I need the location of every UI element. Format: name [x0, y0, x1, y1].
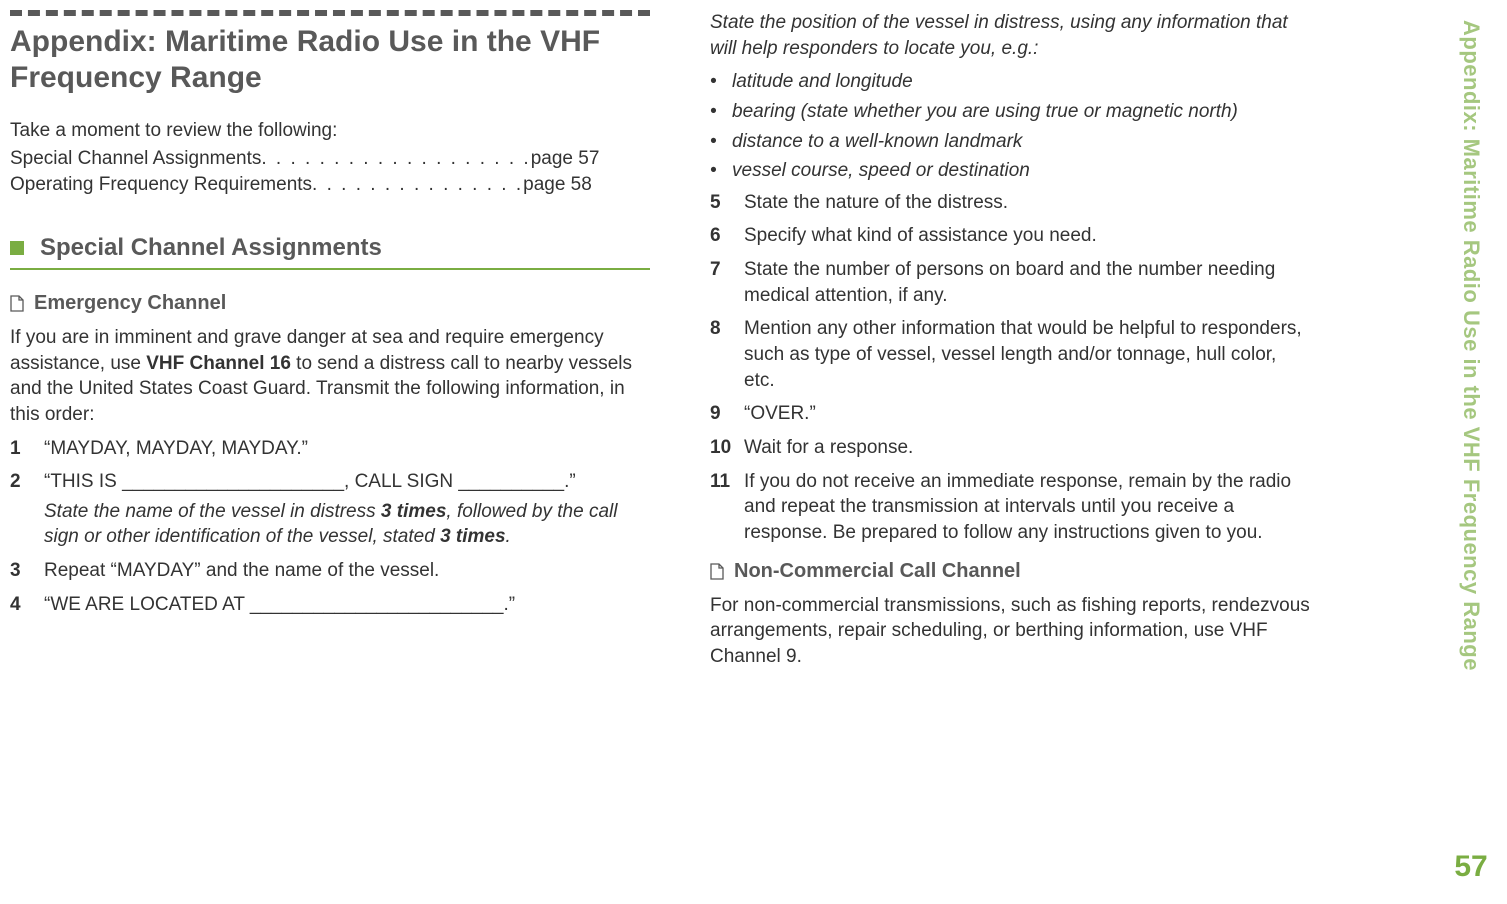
step-num-8: 8: [710, 316, 744, 393]
emergency-intro: If you are in imminent and grave danger …: [10, 325, 650, 428]
appendix-title: Appendix: Maritime Radio Use in the VHF …: [10, 24, 650, 96]
list-item: 3 Repeat “MAYDAY” and the name of the ve…: [10, 558, 650, 584]
step-4-note: State the position of the vessel in dist…: [710, 10, 1310, 61]
step-10: Wait for a response.: [744, 435, 1310, 461]
list-item: 5 State the nature of the distress.: [710, 190, 1310, 216]
document-icon: [710, 563, 724, 580]
step-5: State the nature of the distress.: [744, 190, 1310, 216]
step-2-note: State the name of the vessel in distress…: [44, 499, 650, 550]
toc-page-1: page 57: [531, 148, 600, 170]
step-4: “WE ARE LOCATED AT _____________________…: [44, 592, 650, 618]
toc-dots-1: . . . . . . . . . . . . . . . . . . .: [261, 148, 530, 170]
toc-page-2: page 58: [523, 174, 592, 196]
toc-dots-2: . . . . . . . . . . . . . . .: [312, 174, 523, 196]
bullet-3: distance to a well-known landmark: [732, 129, 1022, 155]
list-item: 8 Mention any other information that wou…: [710, 316, 1310, 393]
step-2a: “THIS IS _____________________, CALL SIG…: [44, 469, 650, 495]
section-title-1: Special Channel Assignments: [40, 234, 382, 262]
list-item: 10 Wait for a response.: [710, 435, 1310, 461]
list-item: 9 “OVER.”: [710, 401, 1310, 427]
left-column: Appendix: Maritime Radio Use in the VHF …: [10, 10, 650, 677]
noncommercial-title: Non-Commercial Call Channel: [734, 560, 1021, 583]
emergency-intro-bold: VHF Channel 16: [146, 353, 291, 374]
emergency-steps-left: 1 “MAYDAY, MAYDAY, MAYDAY.” 2 “THIS IS _…: [10, 436, 650, 618]
step-num-11: 11: [710, 469, 744, 546]
page-number: 57: [1454, 850, 1487, 884]
list-item: 6 Specify what kind of assistance you ne…: [710, 223, 1310, 249]
bullet-4: vessel course, speed or destination: [732, 158, 1030, 184]
step-1: “MAYDAY, MAYDAY, MAYDAY.”: [44, 436, 650, 462]
bullet-item: • distance to a well-known landmark: [710, 129, 1310, 155]
right-column: State the position of the vessel in dist…: [710, 10, 1350, 677]
list-item: 7 State the number of persons on board a…: [710, 257, 1310, 308]
toc-label-1: Special Channel Assignments: [10, 148, 261, 170]
step-9: “OVER.”: [744, 401, 1310, 427]
toc-line-1: Special Channel Assignments . . . . . . …: [10, 148, 650, 170]
bullet-item: • bearing (state whether you are using t…: [710, 99, 1310, 125]
bullet-2: bearing (state whether you are using tru…: [732, 99, 1238, 125]
list-item: 2 “THIS IS _____________________, CALL S…: [10, 469, 650, 550]
step-num-5: 5: [710, 190, 744, 216]
toc-label-2: Operating Frequency Requirements: [10, 174, 312, 196]
step-7: State the number of persons on board and…: [744, 257, 1310, 308]
step-num-10: 10: [710, 435, 744, 461]
section-square-icon: [10, 241, 24, 255]
s2nb2: 3 times: [440, 526, 505, 547]
bullet-1: latitude and longitude: [732, 69, 913, 95]
step-2-content: “THIS IS _____________________, CALL SIG…: [44, 469, 650, 550]
step-num-2: 2: [10, 469, 44, 550]
step-6: Specify what kind of assistance you need…: [744, 223, 1310, 249]
bullet-dot: •: [710, 129, 732, 155]
step-11: If you do not receive an immediate respo…: [744, 469, 1310, 546]
noncommercial-body: For non-commercial transmissions, such a…: [710, 593, 1310, 670]
step-num-7: 7: [710, 257, 744, 308]
intro-text: Take a moment to review the following:: [10, 120, 650, 142]
noncommercial-subsection-header: Non-Commercial Call Channel: [710, 560, 1310, 583]
section-header-1: Special Channel Assignments: [10, 234, 650, 262]
list-item: 4 “WE ARE LOCATED AT ___________________…: [10, 592, 650, 618]
list-item: 1 “MAYDAY, MAYDAY, MAYDAY.”: [10, 436, 650, 462]
bullet-dot: •: [710, 158, 732, 184]
side-label: Appendix: Maritime Radio Use in the VHF …: [1458, 20, 1484, 671]
bullet-item: • latitude and longitude: [710, 69, 1310, 95]
step-num-1: 1: [10, 436, 44, 462]
side-tab: Appendix: Maritime Radio Use in the VHF …: [1453, 20, 1489, 884]
s2nb1: 3 times: [381, 501, 446, 522]
bullet-dot: •: [710, 69, 732, 95]
section-underline-1: [10, 268, 650, 270]
step-num-3: 3: [10, 558, 44, 584]
step-num-9: 9: [710, 401, 744, 427]
step-3: Repeat “MAYDAY” and the name of the vess…: [44, 558, 650, 584]
emergency-title: Emergency Channel: [34, 292, 226, 315]
toc-line-2: Operating Frequency Requirements . . . .…: [10, 174, 650, 196]
document-icon: [10, 295, 24, 312]
bullet-item: • vessel course, speed or destination: [710, 158, 1310, 184]
step-num-4: 4: [10, 592, 44, 618]
title-dashed-border: [10, 10, 650, 16]
s2n1: State the name of the vessel in distress: [44, 501, 381, 522]
emergency-steps-right: 5 State the nature of the distress. 6 Sp…: [710, 190, 1310, 546]
bullet-dot: •: [710, 99, 732, 125]
emergency-subsection-header: Emergency Channel: [10, 292, 650, 315]
s2n3: .: [506, 526, 511, 547]
list-item: 11 If you do not receive an immediate re…: [710, 469, 1310, 546]
location-bullets: • latitude and longitude • bearing (stat…: [710, 69, 1310, 184]
step-8: Mention any other information that would…: [744, 316, 1310, 393]
step-num-6: 6: [710, 223, 744, 249]
